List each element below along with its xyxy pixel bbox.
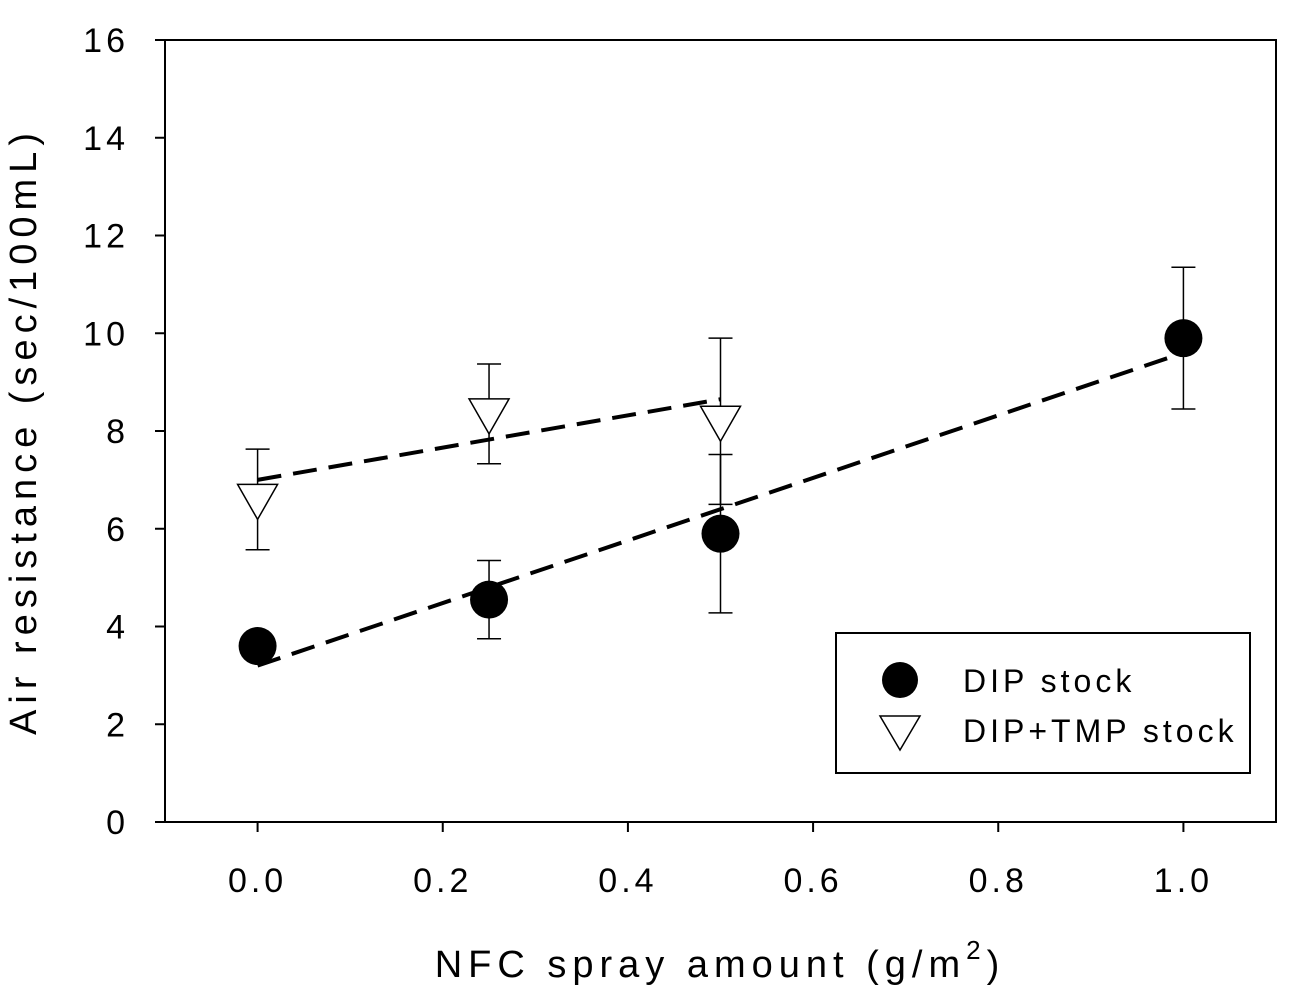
y-tick-label: 12	[83, 218, 129, 256]
legend: DIP stock DIP+TMP stock	[835, 632, 1251, 774]
legend-label-dip: DIP stock	[963, 663, 1135, 699]
x-tick-label: 1.0	[1154, 862, 1213, 900]
data-point-dip-tmp	[236, 483, 279, 521]
y-tick-label: 6	[106, 511, 129, 549]
x-tick-label: 0.6	[783, 862, 842, 900]
error-bars	[245, 266, 1196, 640]
data-point-dip	[238, 627, 277, 666]
x-tick-label: 0.4	[598, 862, 657, 900]
y-axis: 0 2 4 6 8 10 12 14 16	[83, 22, 165, 842]
y-tick-label: 0	[106, 804, 129, 842]
y-tick-label: 2	[106, 706, 129, 744]
x-tick-label: 0.8	[969, 862, 1028, 900]
data-point-dip-tmp	[699, 405, 742, 443]
data-point-dip	[1164, 319, 1203, 358]
x-axis-title: NFC spray amount (g/m2)	[435, 935, 1006, 986]
y-tick-label: 16	[83, 22, 129, 60]
legend-box	[835, 632, 1251, 774]
legend-marker-dip	[882, 662, 918, 698]
x-axis-title-main: NFC spray amount (g/m	[435, 944, 966, 986]
data-point-dip	[701, 514, 740, 553]
data-points	[236, 319, 1203, 666]
y-tick-label: 8	[106, 413, 129, 451]
data-point-dip	[470, 580, 509, 619]
x-tick-label: 0.2	[413, 862, 472, 900]
legend-marker-dip-tmp	[878, 715, 922, 752]
x-axis-title-suffix: )	[987, 944, 1006, 986]
y-axis-title: Air resistance (sec/100mL)	[3, 127, 45, 735]
data-point-dip-tmp	[467, 398, 511, 436]
x-axis-title-superscript: 2	[966, 935, 986, 965]
y-tick-label: 10	[83, 315, 129, 353]
y-tick-label: 4	[106, 609, 129, 647]
y-tick-label: 14	[83, 120, 129, 158]
x-axis: 0.0 0.2 0.4 0.6 0.8 1.0	[228, 822, 1213, 900]
x-tick-label: 0.0	[228, 862, 287, 900]
legend-label-dip-tmp: DIP+TMP stock	[963, 713, 1238, 749]
